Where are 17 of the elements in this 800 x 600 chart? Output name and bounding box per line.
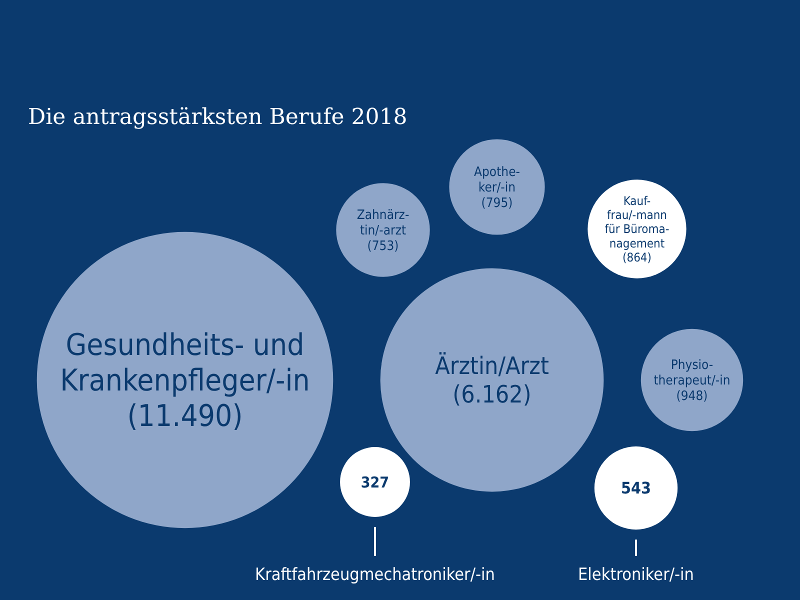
data-label: (753): [367, 238, 399, 254]
category-label: Kraftfahrzeugmechatroniker/-in: [255, 564, 495, 585]
data-label: 543: [620, 478, 652, 498]
category-label: Apothe- ker/-in: [474, 165, 520, 196]
category-label: Elektroniker/-in: [578, 564, 694, 585]
data-label: (864): [622, 250, 652, 265]
data-label: (11.490): [127, 398, 243, 434]
category-label: Zahnärz- tin/-arzt: [356, 208, 410, 239]
data-label: 327: [360, 473, 390, 492]
data-label: (6.162): [452, 380, 532, 409]
category-label: Ärztin/Arzt: [435, 352, 549, 380]
category-label: Gesundheits- und Krankenpfleger/-in: [60, 328, 310, 398]
data-label: (948): [676, 388, 708, 404]
category-label: Physio- therapeut/-in: [654, 358, 730, 389]
data-label: (795): [481, 196, 513, 211]
text: Die antragsstärksten Berufe 2018: [28, 105, 408, 130]
category-label: Kauf- frau/-mann für Büroma- nagement: [604, 194, 670, 250]
